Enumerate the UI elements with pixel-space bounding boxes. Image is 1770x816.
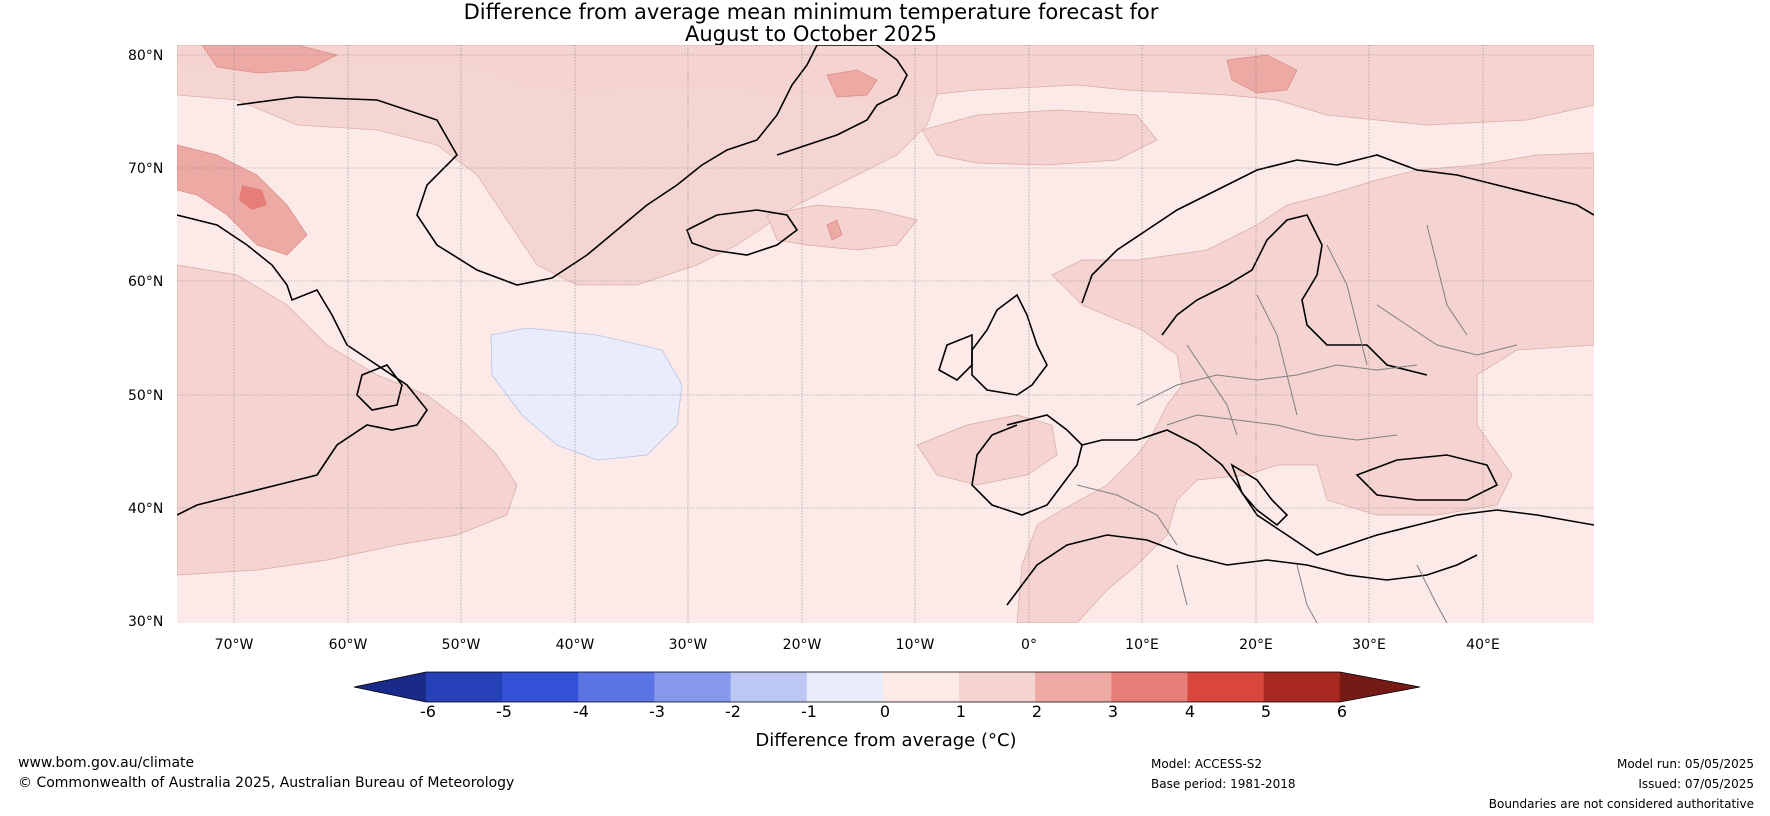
colorbar-tick: -1 <box>801 702 817 721</box>
lat-label-60n: 60°N <box>128 274 164 290</box>
anomaly-negative-region <box>490 327 683 461</box>
colorbar-segment <box>1111 672 1188 702</box>
graticule <box>177 45 1594 623</box>
colorbar-segment <box>578 672 655 702</box>
coastlines <box>177 45 1594 606</box>
website-text: www.bom.gov.au/climate <box>18 755 195 771</box>
lat-label-30n: 30°N <box>128 614 164 630</box>
anomaly-1-to-2-regions <box>177 45 1594 623</box>
colorbar-segment <box>882 672 960 702</box>
lon-label-60w: 60°W <box>328 637 368 653</box>
issued-text: Issued: 07/05/2025 <box>1638 777 1754 791</box>
colorbar-tick: 4 <box>1184 702 1196 721</box>
colorbar-tick: -6 <box>420 702 436 721</box>
map-title-line-1: Difference from average mean minimum tem… <box>463 0 1159 24</box>
colorbar-segment <box>1187 672 1265 702</box>
anomaly-3-to-4-regions <box>239 185 267 210</box>
lon-label-0: 0° <box>1021 637 1037 653</box>
map-title-line-2: August to October 2025 <box>684 22 938 46</box>
lat-label-80n: 80°N <box>128 48 164 64</box>
colorbar-tick: 6 <box>1336 702 1348 721</box>
colorbar <box>353 671 1421 703</box>
colorbar-segment <box>426 672 503 702</box>
colorbar-segment <box>730 672 808 702</box>
colorbar-tick: 0 <box>879 702 891 721</box>
lon-label-50w: 50°W <box>441 637 481 653</box>
lon-label-40e: 40°E <box>1466 637 1500 653</box>
colorbar-tick: -2 <box>725 702 741 721</box>
colorbar-segments <box>353 671 1421 703</box>
base-period-text: Base period: 1981-2018 <box>1151 777 1296 791</box>
colorbar-label: Difference from average (°C) <box>755 730 1017 751</box>
lon-label-20e: 20°E <box>1239 637 1273 653</box>
lon-label-70w: 70°W <box>214 637 254 653</box>
colorbar-tick: -4 <box>573 702 589 721</box>
colorbar-segment <box>654 672 732 702</box>
colorbar-segment <box>806 672 884 702</box>
colorbar-segment <box>959 672 1036 702</box>
lon-label-20w: 20°W <box>782 637 822 653</box>
colorbar-segment <box>1035 672 1112 702</box>
lon-label-30e: 30°E <box>1352 637 1386 653</box>
lat-label-70n: 70°N <box>128 161 164 177</box>
lat-label-50n: 50°N <box>128 388 164 404</box>
lon-label-10w: 10°W <box>895 637 935 653</box>
colorbar-tick: 1 <box>955 702 967 721</box>
lon-label-40w: 40°W <box>555 637 595 653</box>
lon-label-30w: 30°W <box>668 637 708 653</box>
colorbar-arrow-high <box>1339 672 1420 702</box>
copyright-text: © Commonwealth of Australia 2025, Austra… <box>18 775 515 791</box>
model-run-text: Model run: 05/05/2025 <box>1616 757 1754 771</box>
forecast-map <box>177 45 1594 623</box>
colorbar-tick: 5 <box>1260 702 1272 721</box>
colorbar-tick: 2 <box>1031 702 1043 721</box>
colorbar-outline <box>353 671 1421 703</box>
lon-label-10e: 10°E <box>1125 637 1159 653</box>
colorbar-tick: -5 <box>496 702 512 721</box>
lat-label-40n: 40°N <box>128 501 164 517</box>
colorbar-arrow-low <box>354 672 426 702</box>
colorbar-tick: -3 <box>649 702 665 721</box>
disclaimer-text: Boundaries are not considered authoritat… <box>1488 797 1754 811</box>
colorbar-segment <box>1263 672 1341 702</box>
model-text: Model: ACCESS-S2 <box>1151 757 1263 771</box>
country-borders <box>1076 224 1518 623</box>
colorbar-segment <box>502 672 579 702</box>
colorbar-tick: 3 <box>1107 702 1119 721</box>
